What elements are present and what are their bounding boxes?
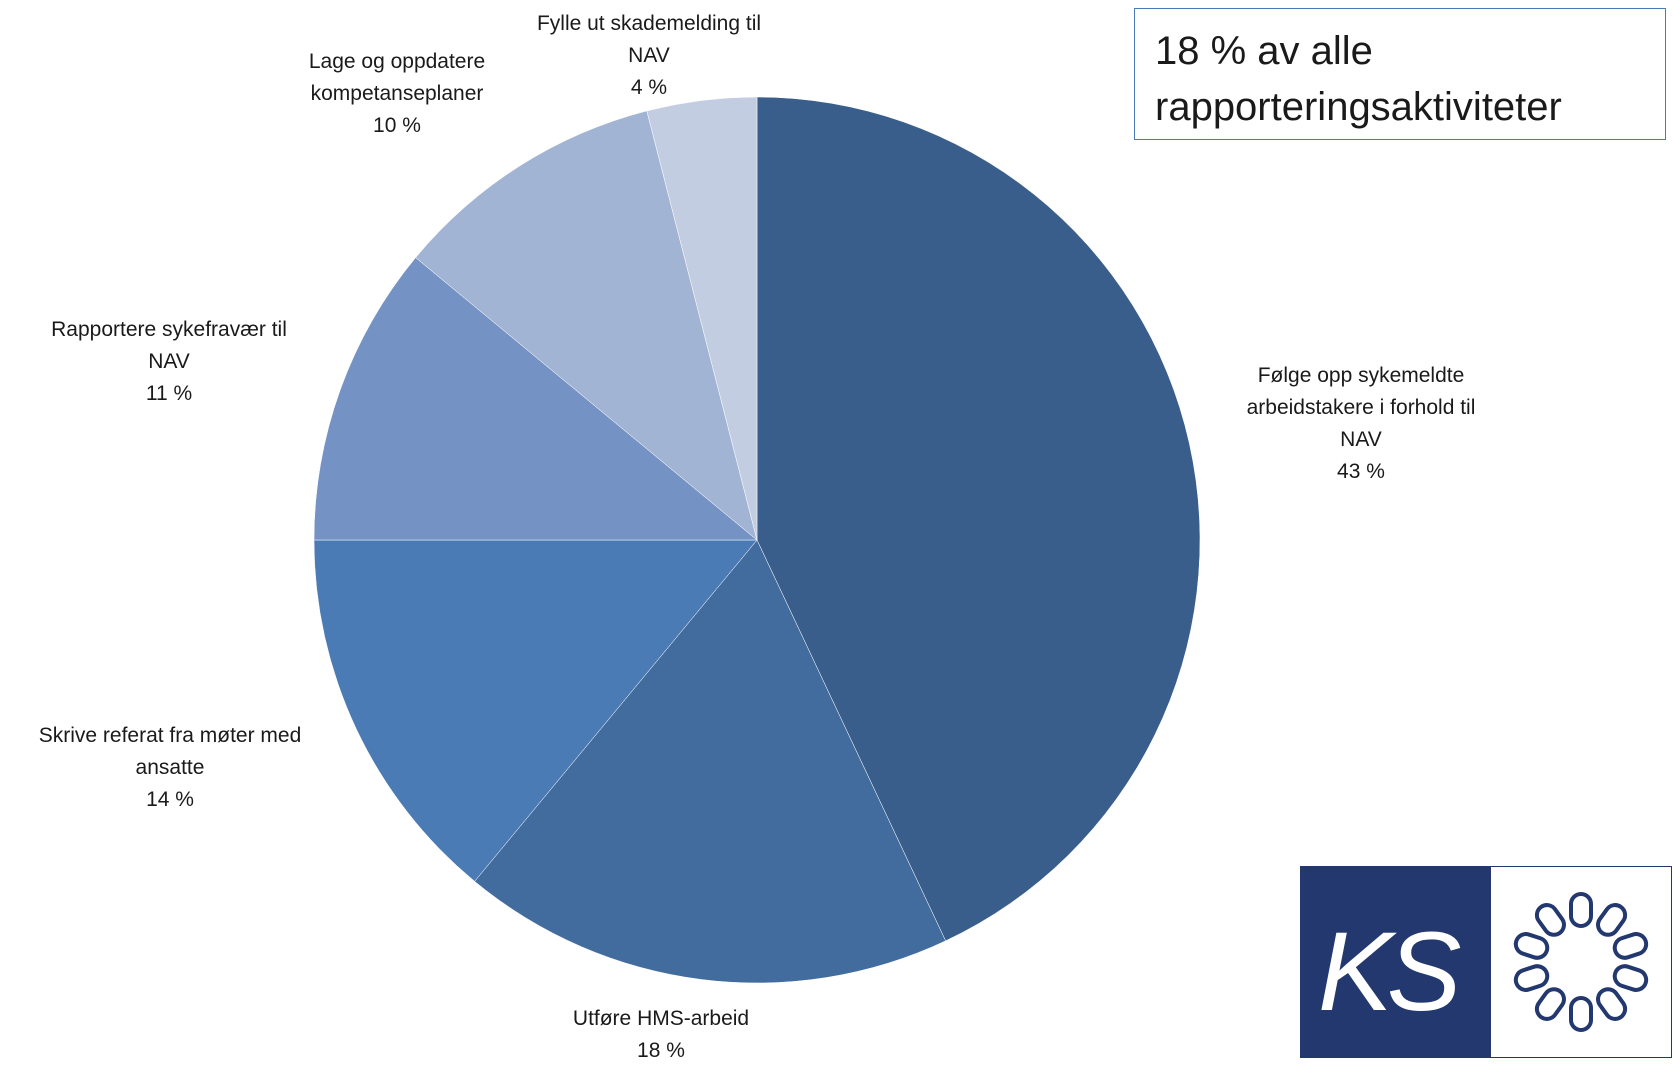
slice-label-line: arbeidstakere i forhold til	[1246, 396, 1476, 419]
chain-link	[1612, 964, 1649, 992]
slice-value-label: 10 %	[373, 114, 421, 137]
logo-border	[1489, 866, 1672, 1058]
pie-slice	[415, 110, 758, 541]
slice-label-line: Skrive referat fra møter med	[38, 724, 302, 747]
logo-text: KS	[1318, 909, 1461, 1034]
slice-value-label: 43 %	[1337, 460, 1385, 483]
callout-line-2: rapporteringsaktiviteter	[1155, 85, 1562, 129]
ks-logo: KS	[1300, 866, 1672, 1058]
slice-label-line: Utføre HMS-arbeid	[572, 1007, 750, 1030]
chain-link	[1596, 987, 1628, 1021]
slice-value-label: 18 %	[637, 1039, 685, 1062]
slice-label: Fylle ut skademelding til NAV 4 %	[537, 8, 761, 104]
slice-value-label: 11 %	[145, 382, 193, 405]
chain-link	[1569, 892, 1593, 928]
slice-label: Rapportere sykefravær til NAV 11 %	[51, 314, 287, 410]
pie-slice	[313, 257, 758, 541]
chain-link	[1513, 964, 1550, 992]
pie-slice	[313, 539, 758, 882]
slice-label-line: Rapportere sykefravær til	[51, 318, 287, 341]
slice-label-line: Følge opp sykemeldte	[1257, 364, 1465, 387]
pie-slice	[474, 539, 946, 984]
slice-label-line: ansatte	[135, 756, 205, 779]
slice-label-line: NAV	[628, 44, 670, 67]
chain-link	[1534, 903, 1566, 937]
pie-slice	[756, 96, 1201, 942]
slice-label-line: NAV	[1340, 428, 1382, 451]
chain-link	[1513, 932, 1550, 960]
callout-line-1: 18 % av alle	[1155, 29, 1373, 73]
chain-link	[1596, 903, 1628, 937]
chain-link	[1612, 932, 1649, 960]
slice-label: Utføre HMS-arbeid 18 %	[573, 1003, 749, 1067]
chain-link	[1569, 996, 1593, 1032]
slice-label: Følge opp sykemeldte arbeidstakere i forh…	[1247, 360, 1476, 488]
logo-panel	[1300, 866, 1490, 1058]
chain-icon	[1513, 892, 1649, 1032]
slice-value-label: 4 %	[630, 76, 668, 99]
slice-label: Lage og oppdatere kompetanseplaner 10 %	[309, 46, 485, 142]
callout-box: 18 % av alle rapporteringsaktiviteter	[1134, 8, 1666, 140]
slice-label: Skrive referat fra møter med ansatte 14 %	[39, 720, 302, 816]
slice-label-line: NAV	[148, 350, 190, 373]
chain-link	[1534, 987, 1566, 1021]
slice-value-label: 14 %	[146, 788, 194, 811]
slice-label-line: kompetanseplaner	[310, 82, 484, 105]
slice-label-line: Fylle ut skademelding til	[536, 12, 762, 35]
pie-slice	[646, 96, 758, 541]
slice-label-line: Lage og oppdatere	[308, 50, 486, 73]
